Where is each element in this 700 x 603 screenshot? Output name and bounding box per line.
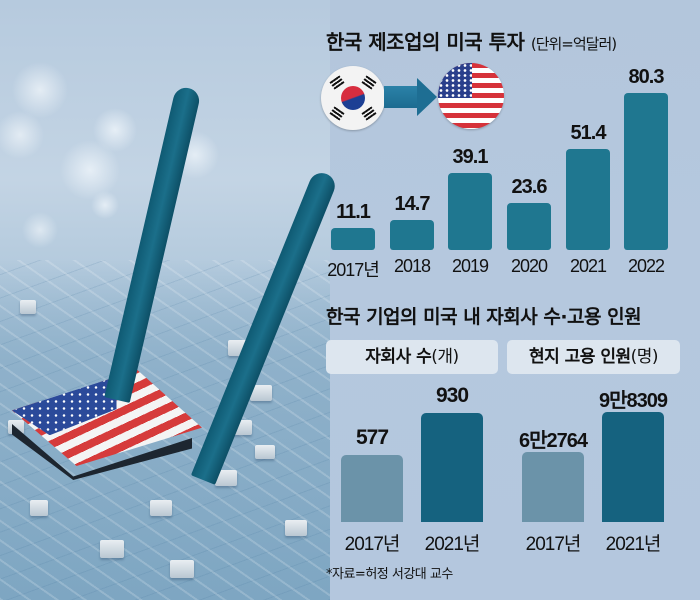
year-label: 2021년	[424, 534, 481, 555]
bar-2017	[331, 228, 375, 250]
value-label: 80.3	[628, 66, 665, 88]
chart1-unit: (단위=억달러)	[530, 35, 617, 53]
value-label: 23.6	[511, 176, 548, 198]
value-label: 51.4	[570, 122, 607, 144]
bar-subsidiaries-2021	[421, 413, 483, 522]
component	[255, 445, 275, 459]
value-label: 39.1	[452, 146, 489, 168]
trigram	[361, 106, 377, 121]
year-label: 2022	[627, 256, 665, 276]
chart1-title-text: 한국 제조업의 미국 투자	[326, 30, 525, 54]
trigram	[329, 75, 345, 90]
value-label: 6만2764	[518, 430, 588, 452]
component	[30, 500, 48, 516]
trigram	[361, 75, 377, 90]
component	[170, 560, 194, 578]
bar-employees-2017	[522, 452, 584, 522]
bar-2018	[390, 220, 434, 250]
trigram	[329, 106, 345, 121]
local-employment-header: 현지 고용 인원(명)	[507, 340, 680, 374]
source-note: *자료=허정 서강대 교수	[326, 567, 453, 582]
component	[100, 540, 124, 558]
pill-unit: (개)	[431, 347, 459, 367]
component	[150, 500, 172, 516]
value-label: 14.7	[394, 193, 431, 215]
value-label: 577	[355, 426, 389, 449]
year-label: 2020	[510, 256, 548, 276]
arrow-head	[417, 78, 437, 116]
year-label: 2021	[569, 256, 607, 276]
value-label: 9만8309	[598, 390, 668, 412]
arrow-right-icon	[384, 86, 418, 108]
year-label: 2019	[451, 256, 489, 276]
pill-unit: (명)	[630, 347, 659, 367]
bar-2022	[624, 93, 668, 250]
component	[250, 385, 272, 401]
chip-tweezers-photo	[0, 0, 339, 600]
us-flag-canton	[438, 63, 472, 98]
taegeuk-symbol	[341, 86, 365, 110]
year-label: 2017년	[525, 534, 582, 555]
bar-2019	[448, 173, 492, 250]
bar-employees-2021	[602, 412, 664, 522]
value-label: 930	[435, 384, 469, 407]
year-label: 2017년	[344, 534, 401, 555]
chart2-title: 한국 기업의 미국 내 자회사 수·고용 인원	[326, 306, 642, 328]
pill-label: 현지 고용 인원	[528, 347, 631, 367]
value-label: 11.1	[336, 201, 371, 223]
year-label: 2017년	[327, 260, 380, 280]
component	[215, 470, 237, 486]
year-label: 2018	[393, 256, 431, 276]
component	[20, 300, 36, 314]
bar-subsidiaries-2017	[341, 455, 403, 522]
component	[285, 520, 307, 536]
us-flag-icon	[438, 63, 504, 129]
chart1-title: 한국 제조업의 미국 투자 (단위=억달러)	[326, 26, 617, 55]
korea-flag-icon	[321, 66, 385, 130]
subsidiary-count-header: 자회사 수(개)	[326, 340, 498, 374]
bar-2021	[566, 149, 610, 250]
pill-label: 자회사 수	[365, 347, 432, 367]
year-label: 2021년	[605, 534, 662, 555]
bar-2020	[507, 203, 551, 250]
